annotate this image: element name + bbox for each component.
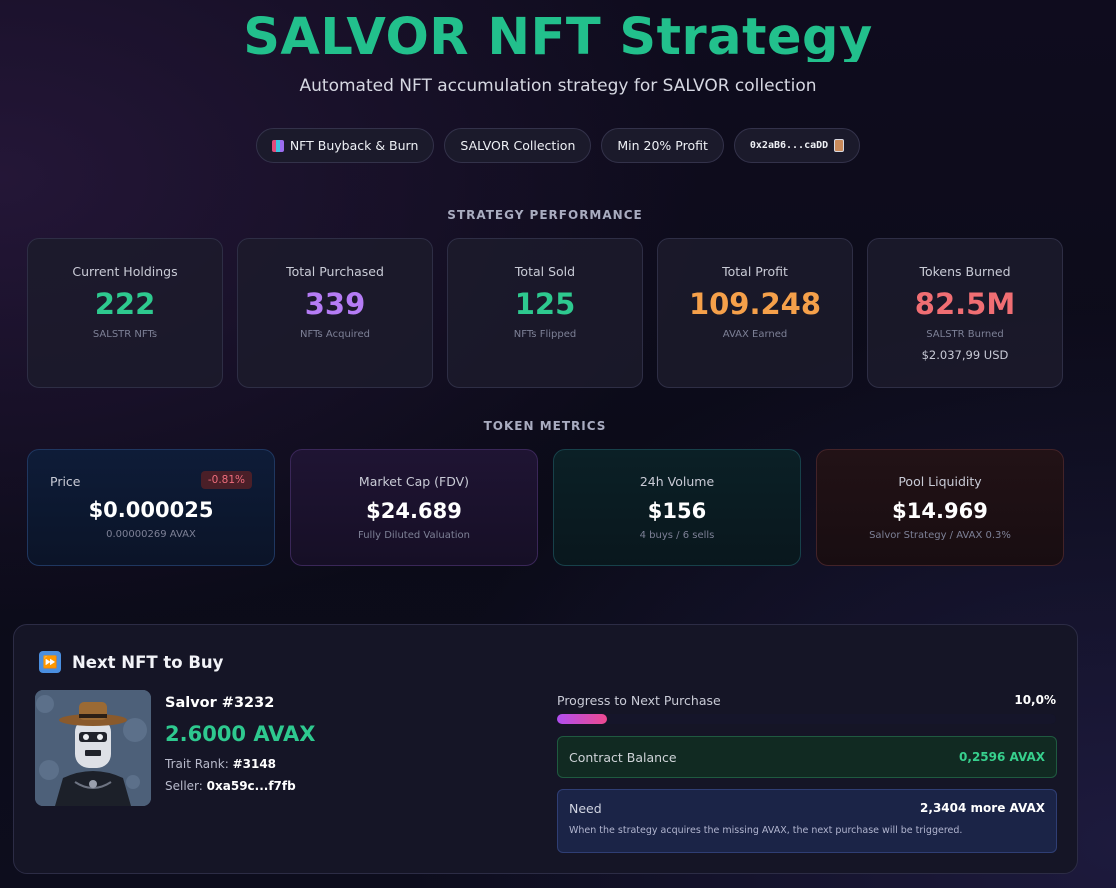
tag-pills: NFT Buyback & Burn SALVOR Collection Min… [0,128,1116,163]
metric-value: $24.689 [366,499,462,523]
stat-card-total-sold: Total Sold 125 NFTs Flipped [447,238,643,388]
metric-value: $0.000025 [88,498,214,522]
stat-sub: SALSTR NFTs [92,329,158,340]
stat-value: 109.248 [688,287,822,321]
need-value: 2,3404 more AVAX [920,801,1045,815]
seller-label: Seller: [165,779,203,793]
metric-value: $14.969 [892,499,988,523]
pill-label: NFT Buyback & Burn [289,138,419,153]
stat-card-total-purchased: Total Purchased 339 NFTs Acquired [237,238,433,388]
metric-value: $156 [647,499,707,523]
contract-address-copy[interactable]: 0x2aB6...caDD [733,128,861,163]
stat-usd-value: $2.037,99 USD [921,348,1009,362]
pill-label: Min 20% Profit [617,138,708,153]
balance-value: 0,2596 AVAX [959,750,1045,764]
metric-sub: 4 buys / 6 sells [639,530,715,541]
stat-sub: AVAX Earned [722,329,788,340]
progress-label: Progress to Next Purchase [557,693,721,708]
stat-title: Total Profit [722,264,788,279]
metric-card-market-cap: Market Cap (FDV) $24.689 Fully Diluted V… [290,449,538,566]
token-metrics-grid: Price -0.81% $0.000025 0.00000269 AVAX M… [27,449,1064,566]
chart-icon [271,139,284,152]
metric-sub: Salvor Strategy / AVAX 0.3% [869,530,1011,541]
stat-value: 222 [94,287,156,321]
metric-title: Market Cap (FDV) [358,474,470,489]
metric-sub: Fully Diluted Valuation [358,530,470,541]
pill-min-profit[interactable]: Min 20% Profit [601,128,724,163]
page-title: SALVOR NFT Strategy [243,8,873,62]
trait-rank-value: #3148 [232,757,277,771]
pill-collection[interactable]: SALVOR Collection [444,128,592,163]
stat-value: 82.5M [914,287,1016,321]
stat-title: Tokens Burned [919,264,1011,279]
stat-card-tokens-burned: Tokens Burned 82.5M SALSTR Burned $2.037… [867,238,1063,388]
metric-title: Pool Liquidity [898,474,982,489]
metric-title: Price [50,474,81,489]
progress-bar-fill [557,714,607,724]
nft-thumbnail[interactable] [35,690,151,806]
need-box: Need 2,3404 more AVAX When the strategy … [557,789,1057,853]
nft-price: 2.6000 AVAX [165,722,316,746]
metric-card-price: Price -0.81% $0.000025 0.00000269 AVAX [27,449,275,566]
nft-trait-rank: Trait Rank: #3148 [165,757,276,771]
balance-label: Contract Balance [569,749,677,765]
page-subtitle: Automated NFT accumulation strategy for … [299,76,817,96]
metric-card-volume: 24h Volume $156 4 buys / 6 sells [553,449,801,566]
stat-card-current-holdings: Current Holdings 222 SALSTR NFTs [27,238,223,388]
trait-rank-label: Trait Rank: [165,757,229,771]
progress-percent: 10,0% [1014,693,1056,707]
nft-character-image [35,690,151,806]
need-label: Need [569,801,602,816]
pill-label: SALVOR Collection [460,138,576,153]
contract-balance-box: Contract Balance 0,2596 AVAX [557,736,1057,778]
contract-address: 0x2aB6...caDD [749,140,829,151]
section-heading-performance: STRATEGY PERFORMANCE [447,208,643,222]
stat-sub: NFTs Acquired [300,329,370,340]
metric-title: 24h Volume [639,474,715,489]
progress-bar [557,714,1056,724]
stat-sub: SALSTR Burned [926,329,1004,340]
clipboard-icon[interactable] [834,139,845,152]
next-nft-heading: Next NFT to Buy [72,652,224,672]
fast-forward-icon: ⏩ [39,651,61,673]
need-description: When the strategy acquires the missing A… [569,825,963,836]
stat-title: Total Purchased [286,264,384,279]
next-nft-header: ⏩ Next NFT to Buy [39,651,223,673]
nft-seller: Seller: 0xa59c...f7fb [165,779,296,793]
stat-sub: NFTs Flipped [513,329,577,340]
nft-name: Salvor #3232 [165,695,275,711]
performance-grid: Current Holdings 222 SALSTR NFTs Total P… [27,238,1064,388]
next-nft-panel: ⏩ Next NFT to Buy Salvor #3232 2.6000 AV… [13,624,1078,874]
metric-sub: 0.00000269 AVAX [106,529,196,540]
stat-title: Total Sold [514,264,576,279]
price-change-badge: -0.81% [200,471,252,489]
stat-value: 339 [304,287,366,321]
section-heading-token-metrics: TOKEN METRICS [483,419,607,433]
stat-title: Current Holdings [72,264,178,279]
seller-address[interactable]: 0xa59c...f7fb [206,779,296,793]
pill-buyback-burn[interactable]: NFT Buyback & Burn [255,128,435,163]
stat-value: 125 [514,287,576,321]
stat-card-total-profit: Total Profit 109.248 AVAX Earned [657,238,853,388]
metric-card-liquidity: Pool Liquidity $14.969 Salvor Strategy /… [816,449,1064,566]
